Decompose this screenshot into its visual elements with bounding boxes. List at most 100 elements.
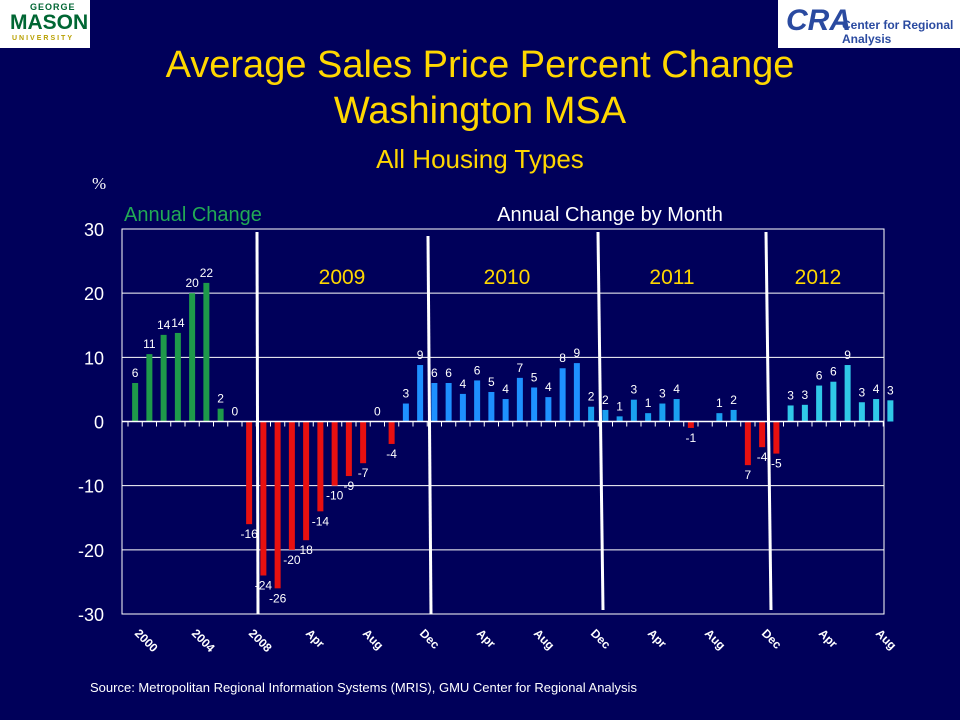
- data-label: 3: [787, 388, 794, 402]
- data-label: 2: [217, 392, 224, 406]
- year-label: 2009: [319, 266, 366, 289]
- data-label: 6: [816, 369, 823, 383]
- bar: [844, 365, 851, 422]
- bar: [588, 406, 595, 422]
- data-label: 1: [716, 396, 723, 410]
- bar: [174, 332, 181, 422]
- year-divider: [764, 231, 773, 611]
- data-label: 6: [445, 366, 452, 380]
- data-label: 4: [502, 382, 509, 396]
- data-label: 4: [545, 380, 552, 394]
- data-label: -7: [358, 466, 369, 480]
- data-label: -26: [269, 591, 287, 605]
- bar: [146, 354, 153, 422]
- data-label: 1: [645, 396, 652, 410]
- gmu-logo: GEORGE MASON UNIVERSITY: [0, 0, 90, 48]
- year-label: 2012: [795, 266, 842, 289]
- bar: [858, 402, 865, 422]
- bar: [687, 421, 694, 428]
- annual-change-label: Annual Change: [124, 204, 262, 226]
- data-label: 18: [299, 543, 313, 557]
- bar: [573, 363, 580, 422]
- cra-mark: CRA: [786, 4, 851, 37]
- bar: [816, 385, 823, 422]
- bar: [502, 399, 509, 422]
- data-label: -5: [771, 457, 782, 471]
- x-tick-label: Dec: [588, 626, 614, 652]
- monthly-change-label: Annual Change by Month: [497, 204, 723, 226]
- data-label: 6: [830, 365, 837, 379]
- x-tick-label: 2008: [246, 626, 275, 655]
- y-tick-label: 0: [94, 413, 104, 433]
- bar: [773, 421, 780, 454]
- bar: [459, 393, 466, 422]
- data-label: -4: [386, 447, 397, 461]
- x-tick-label: Apr: [645, 626, 670, 651]
- data-label: 2: [602, 393, 609, 407]
- data-label: 11: [143, 337, 156, 351]
- bar: [801, 404, 808, 422]
- bar: [445, 383, 452, 422]
- data-label: 14: [171, 316, 185, 330]
- data-label: 9: [844, 348, 851, 362]
- data-label: 3: [802, 388, 809, 402]
- bar: [488, 391, 495, 422]
- y-tick-label: -20: [78, 541, 104, 561]
- data-label: 3: [659, 387, 666, 401]
- bar: [303, 421, 310, 541]
- logo-text-mason: MASON: [10, 11, 89, 34]
- year-divider: [255, 231, 260, 615]
- data-label: 6: [431, 366, 438, 380]
- x-tick-label: Apr: [474, 626, 499, 651]
- x-tick-label: Dec: [759, 626, 785, 652]
- data-label: -20: [283, 553, 301, 567]
- data-label: 8: [559, 351, 566, 365]
- bar: [274, 421, 281, 589]
- data-label: 4: [873, 382, 880, 396]
- x-tick-label: Aug: [702, 626, 728, 652]
- x-tick-label: Aug: [360, 626, 386, 652]
- bar: [431, 383, 438, 422]
- cra-logo-text: Center for Regional Analysis: [842, 18, 954, 46]
- data-label: 3: [859, 385, 866, 399]
- bar: [630, 399, 637, 422]
- x-tick-label: Apr: [816, 626, 841, 651]
- data-label: 9: [574, 346, 581, 360]
- unit-label: %: [92, 174, 106, 193]
- bar: [402, 403, 409, 422]
- page-title: Average Sales Price Percent Change Washi…: [0, 42, 960, 134]
- title-line-1: Average Sales Price Percent Change: [165, 44, 795, 86]
- x-tick-label: Apr: [303, 626, 328, 651]
- data-label: -16: [240, 527, 258, 541]
- data-label: 2: [730, 393, 737, 407]
- data-label: 14: [157, 318, 171, 332]
- x-tick-label: 2000: [132, 626, 161, 655]
- y-tick-label: -10: [78, 477, 104, 497]
- data-label: 3: [403, 387, 410, 401]
- bar: [246, 421, 253, 525]
- logo-text-university: UNIVERSITY: [12, 35, 75, 42]
- data-label: 2: [588, 390, 595, 404]
- x-tick-label: Aug: [873, 626, 899, 652]
- bar: [830, 381, 837, 422]
- bar: [659, 403, 666, 422]
- title-line-2: Washington MSA: [333, 90, 627, 132]
- x-tick-label: 2004: [189, 626, 218, 655]
- bar: [217, 408, 224, 422]
- bar: [716, 413, 723, 422]
- bar: [730, 409, 737, 422]
- data-label: 6: [132, 366, 139, 380]
- data-label: 3: [887, 383, 894, 397]
- data-label: 20: [185, 276, 199, 290]
- page-subtitle: All Housing Types: [376, 144, 584, 174]
- bar: [360, 421, 367, 464]
- data-label: 0: [374, 405, 381, 419]
- year-label: 2011: [649, 266, 694, 289]
- bar: [388, 421, 395, 444]
- bar: [673, 399, 680, 422]
- bar: [417, 365, 424, 422]
- bar: [132, 383, 139, 422]
- data-label: 22: [200, 266, 214, 280]
- bar: [189, 293, 196, 422]
